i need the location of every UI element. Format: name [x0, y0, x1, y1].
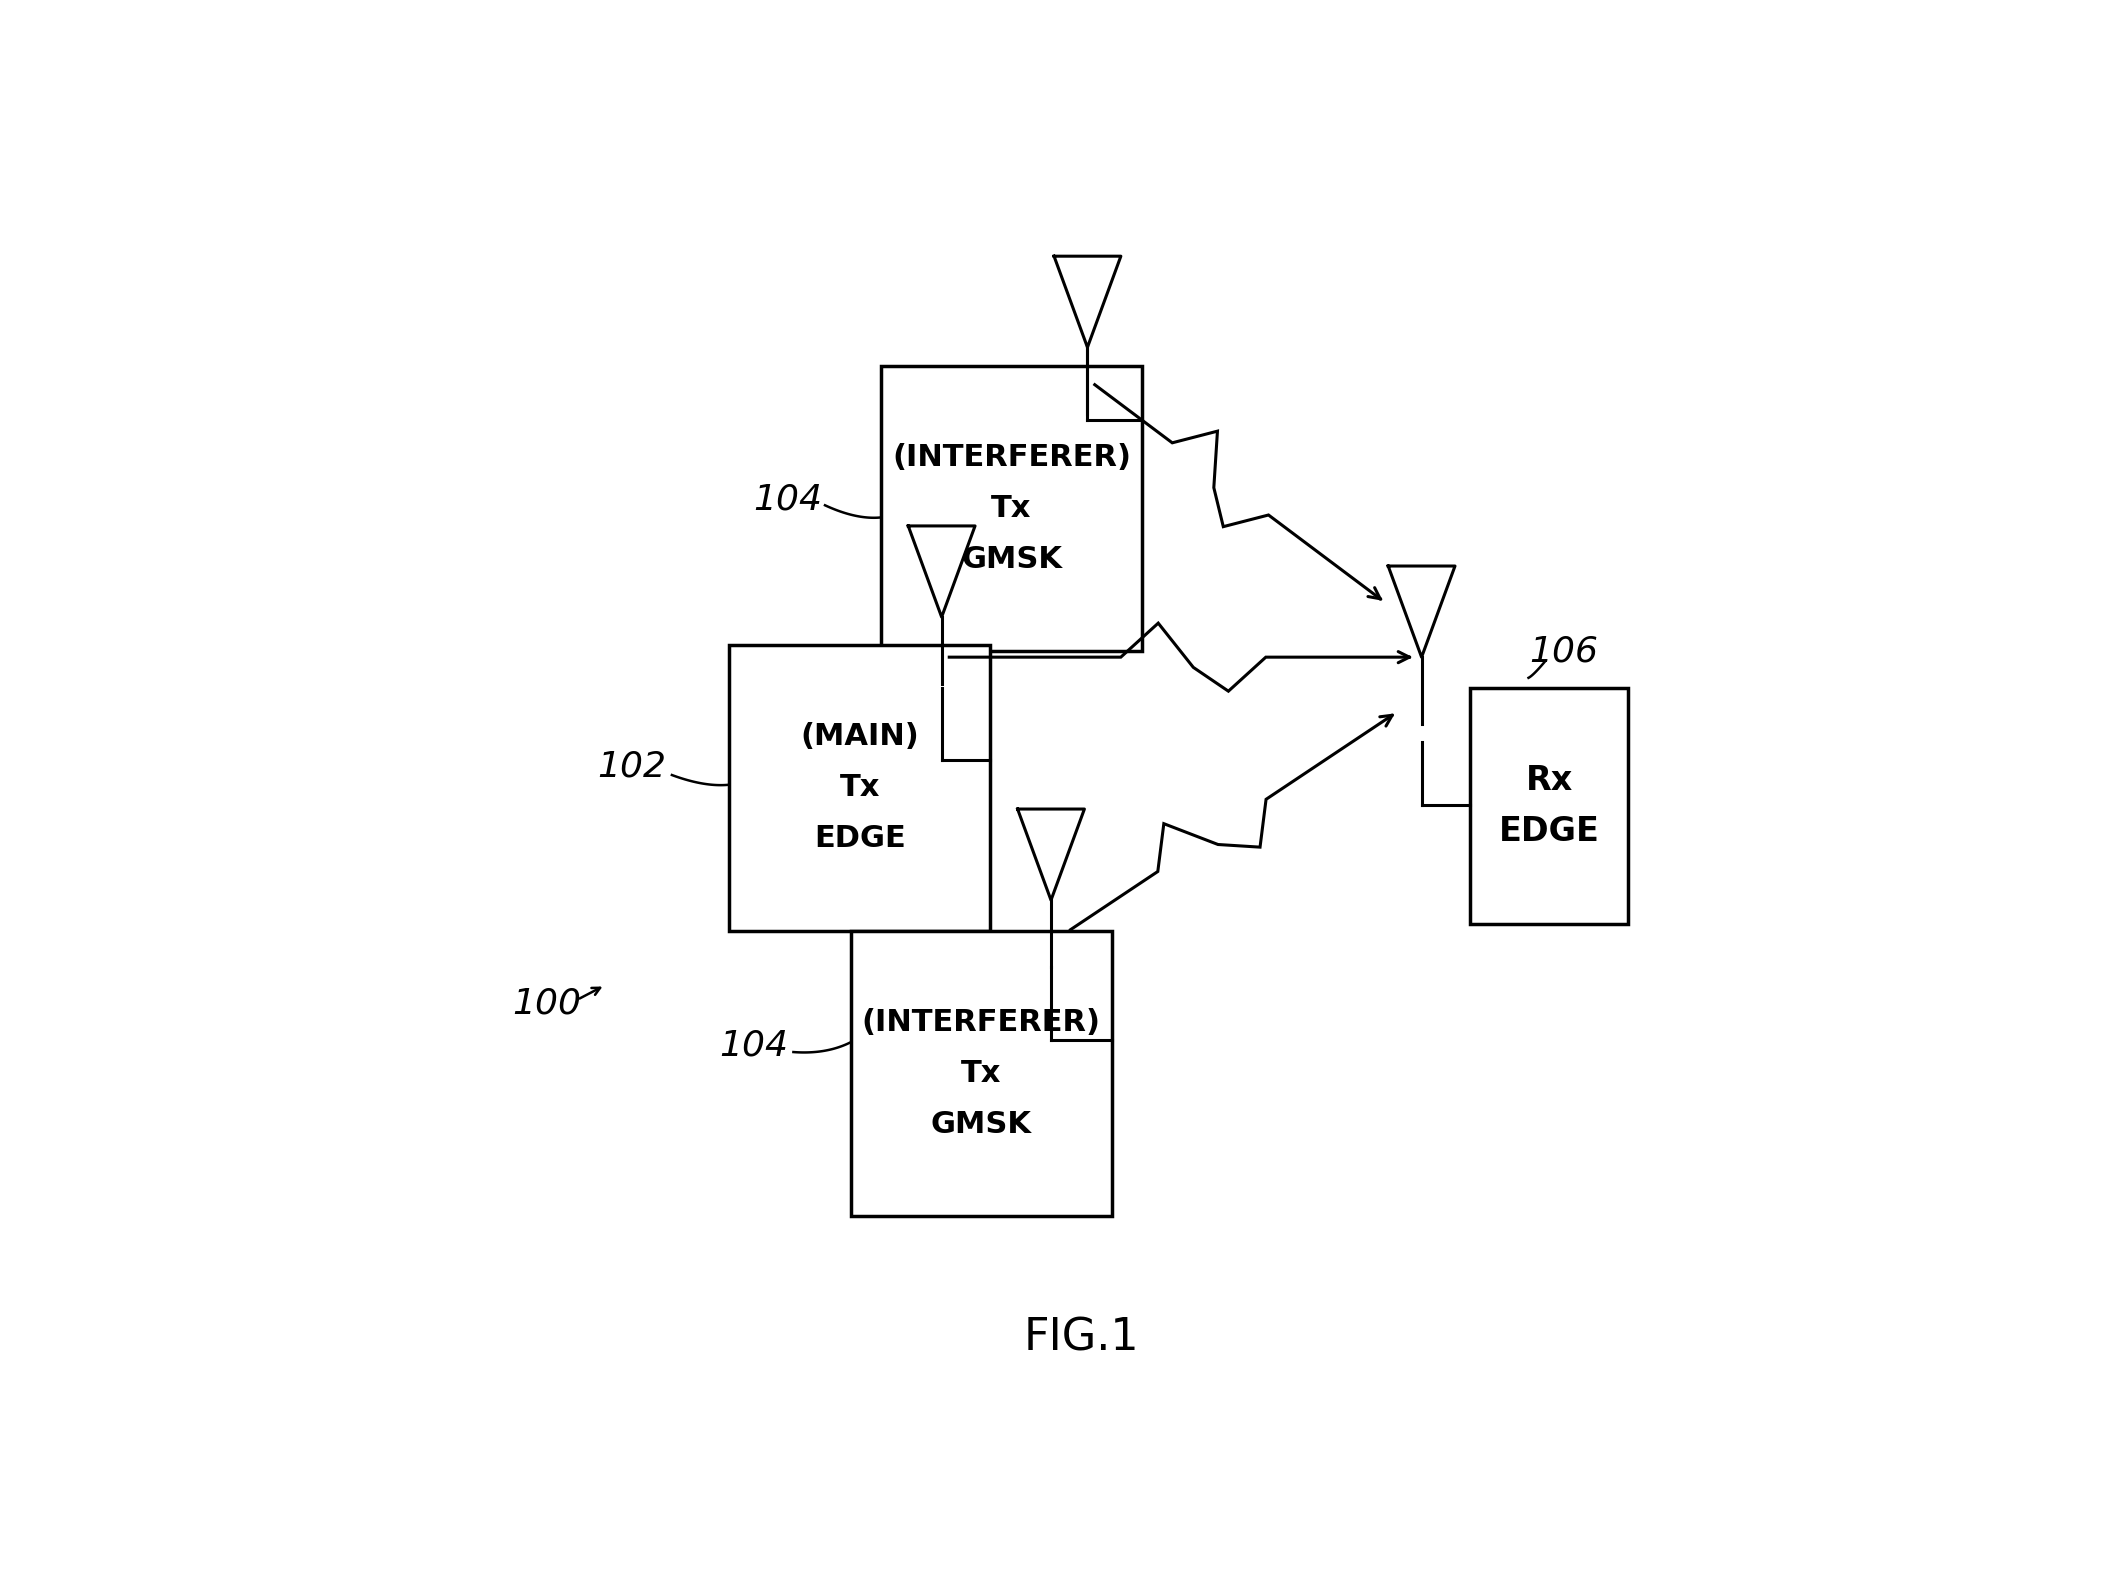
Text: FIG.1: FIG.1	[1023, 1316, 1139, 1359]
Text: Tx: Tx	[960, 1059, 1002, 1087]
Text: Tx: Tx	[992, 494, 1032, 522]
Text: 104: 104	[720, 1029, 787, 1064]
Text: 100: 100	[513, 986, 580, 1021]
Text: (INTERFERER): (INTERFERER)	[893, 443, 1131, 472]
Text: 102: 102	[597, 750, 667, 784]
Text: EDGE: EDGE	[814, 824, 905, 854]
Text: 104: 104	[753, 483, 821, 516]
Text: GMSK: GMSK	[931, 1109, 1032, 1139]
Text: 106: 106	[1530, 634, 1597, 667]
Text: EDGE: EDGE	[1498, 814, 1599, 847]
Text: (INTERFERER): (INTERFERER)	[861, 1008, 1101, 1037]
Text: Rx: Rx	[1526, 764, 1572, 797]
Text: (MAIN): (MAIN)	[800, 723, 920, 751]
Text: GMSK: GMSK	[960, 544, 1061, 574]
Bar	[880, 366, 1142, 652]
Bar	[1471, 688, 1629, 925]
Bar	[850, 931, 1112, 1217]
Text: Tx: Tx	[840, 773, 880, 802]
Bar	[730, 645, 990, 931]
